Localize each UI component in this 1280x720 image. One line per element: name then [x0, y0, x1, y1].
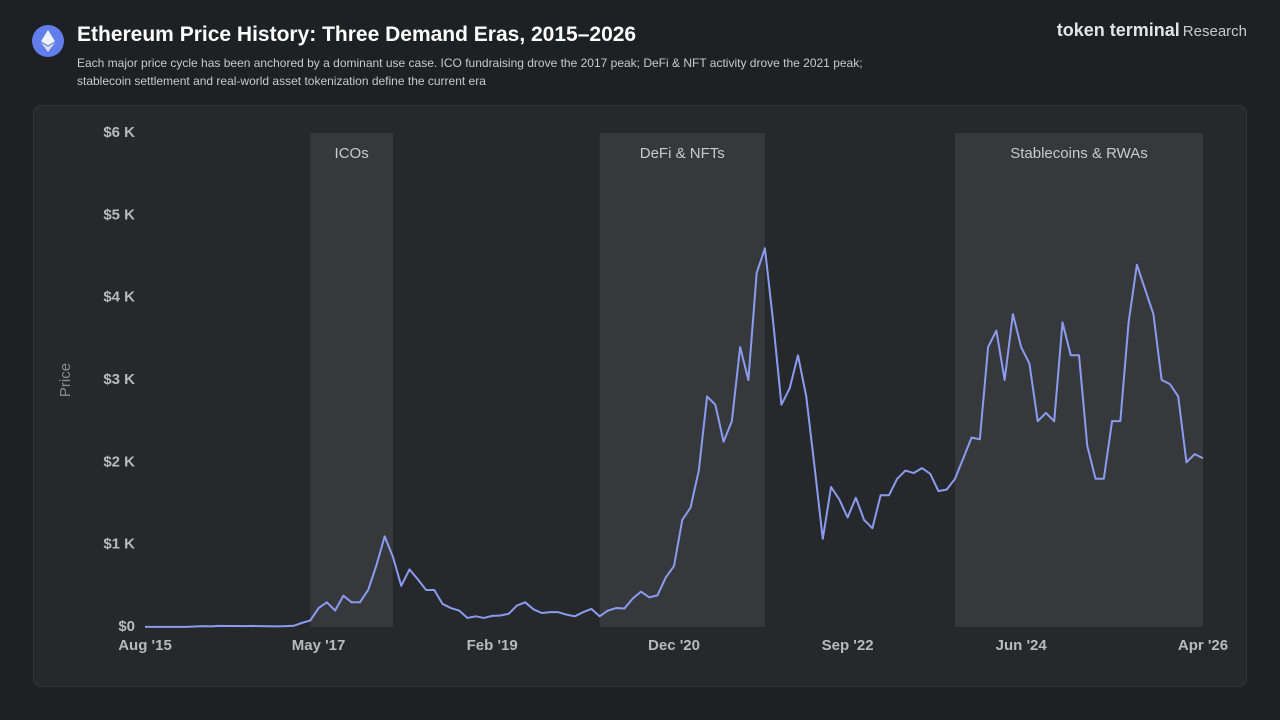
x-tick-label: Feb '19	[467, 637, 518, 654]
x-tick-label: Sep '22	[822, 637, 874, 654]
price-line	[145, 247, 1204, 628]
y-tick-label: $6 K	[103, 124, 135, 141]
y-tick-label: $2 K	[103, 453, 135, 470]
x-tick-label: May '17	[292, 637, 346, 654]
era-label: DeFi & NFTs	[640, 145, 725, 162]
y-tick-label: $3 K	[103, 371, 135, 388]
logo	[32, 25, 64, 57]
y-tick-label: $1 K	[103, 536, 135, 553]
y-axis-label: Price	[57, 363, 74, 397]
brand: token terminal Research	[1057, 20, 1247, 41]
era-band	[955, 133, 1203, 627]
subtitle: Each major price cycle has been anchored…	[77, 56, 863, 88]
era-band	[599, 133, 765, 627]
era-label: Stablecoins & RWAs	[1010, 145, 1148, 162]
y-tick-label: $0	[118, 618, 135, 635]
title: Ethereum Price History: Three Demand Era…	[77, 23, 637, 46]
y-tick-label: $4 K	[103, 289, 135, 306]
era-band	[310, 133, 393, 627]
y-tick-label: $5 K	[103, 206, 135, 223]
brand-suffix: Research	[1182, 23, 1247, 40]
era-label: ICOs	[335, 145, 369, 162]
x-tick-label: Aug '15	[118, 637, 172, 654]
x-tick-label: Apr '26	[1178, 637, 1228, 654]
x-tick-label: Dec '20	[648, 637, 700, 654]
x-tick-label: Jun '24	[996, 637, 1048, 654]
brand-name: token terminal	[1056, 20, 1180, 40]
